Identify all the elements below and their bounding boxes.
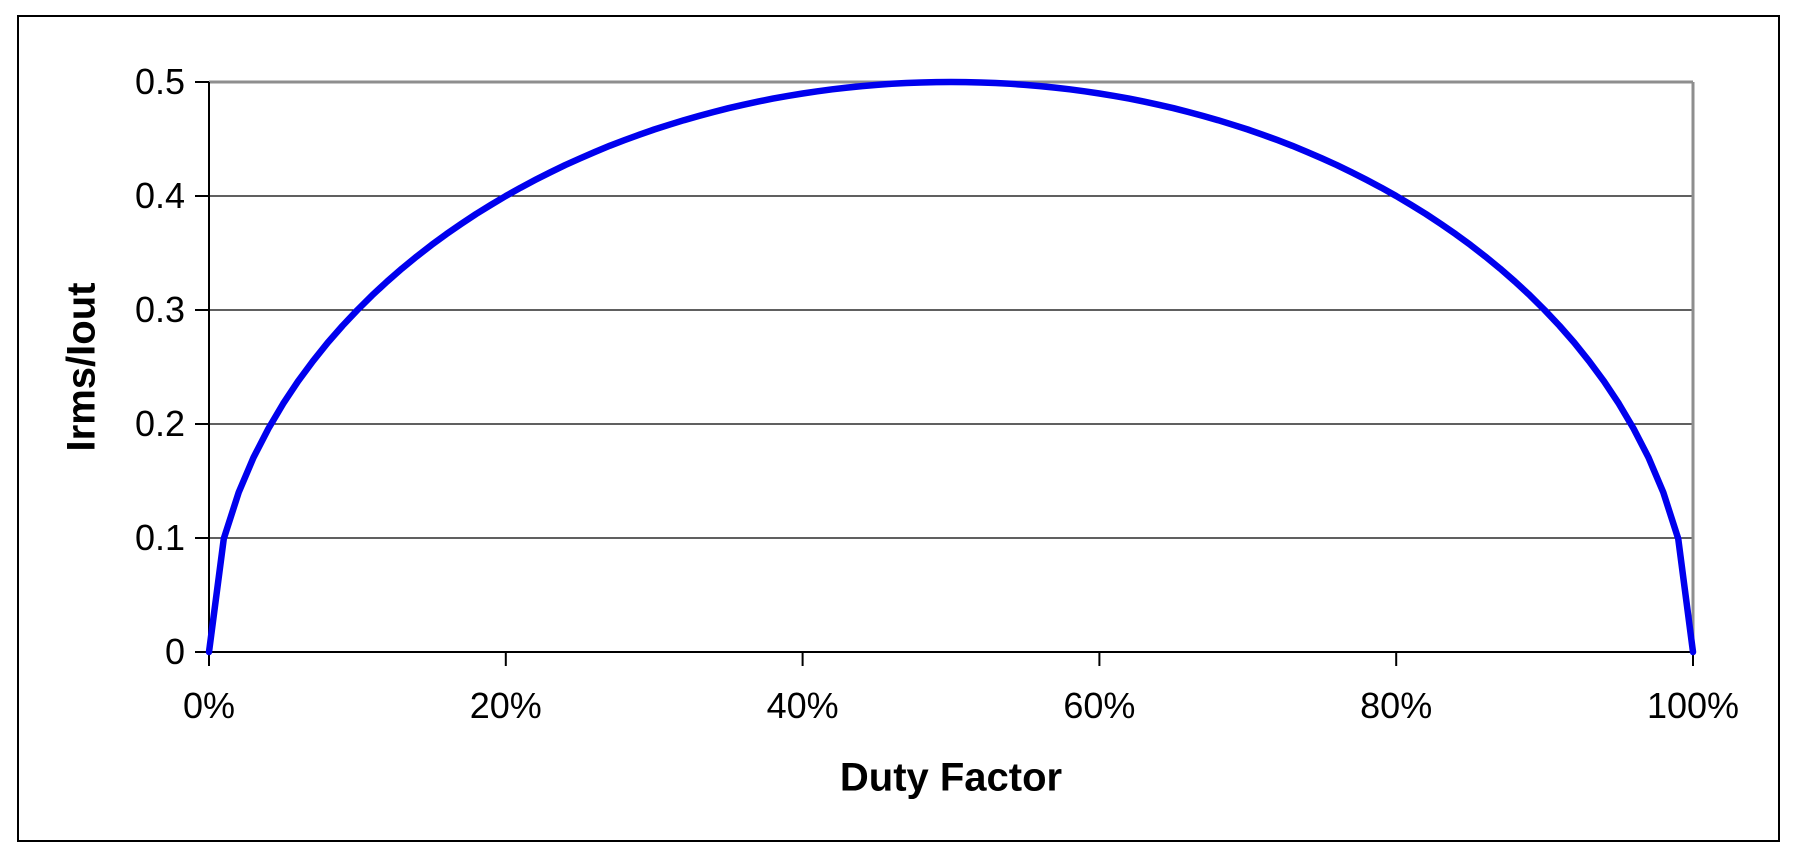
y-tick-label: 0.5 — [134, 61, 185, 102]
x-axis-title: Duty Factor — [839, 755, 1063, 800]
x-tick-label: 100% — [1646, 685, 1740, 726]
y-tick-label: 0.4 — [134, 175, 185, 216]
series-line — [205, 78, 1697, 656]
y-tick-label: 0 — [164, 631, 185, 672]
x-tick-label: 40% — [766, 685, 839, 726]
y-axis-title: Irms/Iout — [59, 282, 104, 452]
x-tick-label: 20% — [469, 685, 542, 726]
chart-outer-border — [17, 15, 1780, 842]
y-tick-label: 0.2 — [134, 403, 185, 444]
y-tick-label: 0.1 — [134, 517, 185, 558]
x-tick-label: 60% — [1063, 685, 1136, 726]
y-tick-label: 0.3 — [134, 289, 185, 330]
x-tick-label: 0% — [182, 685, 236, 726]
x-tick-label: 80% — [1360, 685, 1433, 726]
